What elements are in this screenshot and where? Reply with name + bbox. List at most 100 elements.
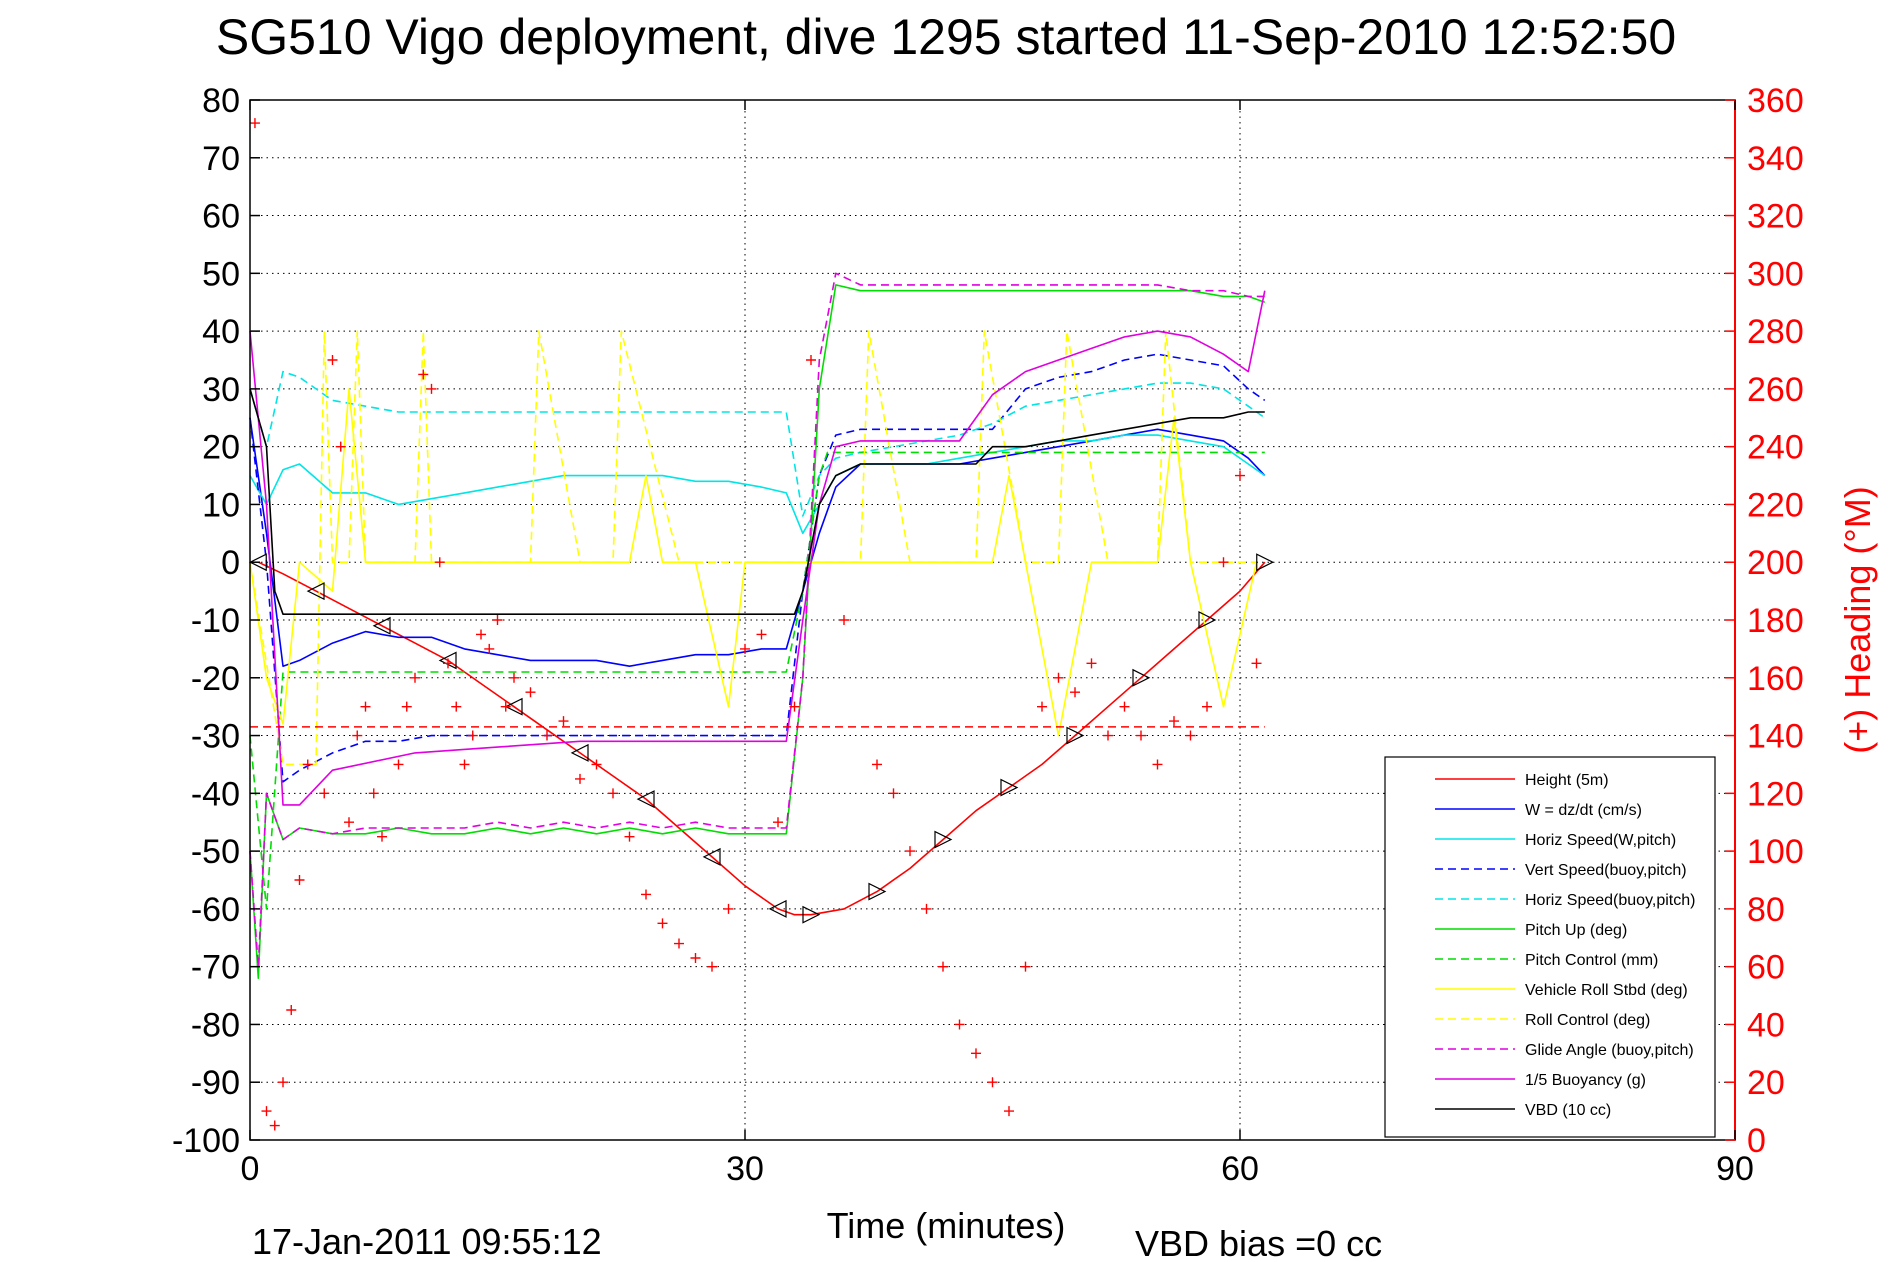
x-tick-label: 90 xyxy=(1716,1150,1754,1188)
heading-point xyxy=(641,889,651,900)
y-right-tick-label: 360 xyxy=(1747,82,1804,120)
y-axis-right: 0 20 40 60 80 100 120 140 160 180 200 220 240 260 280 3… xyxy=(1725,82,1804,1160)
x-axis-label: Time (minutes) xyxy=(827,1205,1066,1246)
y-tick-label: -90 xyxy=(191,1064,240,1102)
y-tick-label: -10 xyxy=(191,602,240,640)
height-triangle-marker xyxy=(1066,726,1085,745)
legend-entry: 1/5 Buoyancy (g) xyxy=(1525,1072,1646,1089)
heading-point xyxy=(327,355,338,365)
series-line-7 xyxy=(249,388,1258,737)
heading-point xyxy=(773,817,783,828)
heading-point xyxy=(1136,730,1146,741)
heading-point xyxy=(451,701,462,712)
height-triangle-marker xyxy=(306,582,325,601)
heading-point xyxy=(1185,730,1196,741)
y-tick-label: 40 xyxy=(202,313,240,351)
heading-point xyxy=(905,846,915,857)
y-tick-label: 60 xyxy=(202,198,240,236)
y-tick-label: 50 xyxy=(202,255,240,293)
heading-point xyxy=(624,831,635,842)
heading-point xyxy=(674,938,684,949)
y-right-tick-label: 200 xyxy=(1747,544,1804,582)
y-right-tick-label: 220 xyxy=(1747,486,1804,524)
heading-point xyxy=(249,118,260,129)
legend-entry: Roll Control (deg) xyxy=(1525,1012,1650,1029)
heading-point xyxy=(839,615,849,625)
legend-entry: Pitch Up (deg) xyxy=(1525,922,1627,939)
y-tick-label: 10 xyxy=(202,486,240,524)
series-line-11 xyxy=(249,388,1265,616)
y-right-tick-label: 160 xyxy=(1747,660,1804,698)
y-tick-label: -70 xyxy=(191,949,240,987)
legend-entry: Glide Angle (buoy,pitch) xyxy=(1525,1042,1694,1059)
heading-point xyxy=(1020,961,1031,972)
heading-point xyxy=(921,903,932,914)
y-tick-label: -30 xyxy=(191,718,240,756)
heading-point xyxy=(426,383,437,394)
heading-point xyxy=(344,817,354,828)
y-tick-label: -80 xyxy=(191,1006,240,1044)
height-triangle-marker xyxy=(868,882,887,901)
chart-title: SG510 Vigo deployment, dive 1295 started… xyxy=(216,9,1676,65)
legend-entry: VBD (10 cc) xyxy=(1525,1102,1611,1119)
height-triangle-marker xyxy=(504,697,523,716)
height-triangle-marker xyxy=(636,790,655,809)
heading-point xyxy=(484,643,495,654)
footer-vbd-bias: VBD bias =0 cc xyxy=(1135,1223,1382,1262)
y-tick-label: -40 xyxy=(191,775,240,813)
heading-point xyxy=(591,759,602,770)
y-tick-label: -100 xyxy=(172,1122,240,1160)
heading-point xyxy=(756,629,767,640)
heading-point xyxy=(1053,672,1064,683)
y-tick-label: -60 xyxy=(191,891,240,929)
height-triangle-marker xyxy=(570,743,589,762)
height-triangle-marker xyxy=(1132,668,1151,687)
heading-point xyxy=(500,701,511,712)
heading-point xyxy=(401,701,412,712)
y-axis-right-label: (+) Heading (°M) xyxy=(1837,486,1878,753)
heading-point xyxy=(410,672,420,683)
y-right-tick-label: 60 xyxy=(1747,949,1785,987)
heading-point xyxy=(938,961,948,972)
legend-entry: Pitch Control (mm) xyxy=(1525,952,1658,969)
y-right-tick-label: 0 xyxy=(1747,1122,1766,1160)
heading-point xyxy=(1169,716,1179,727)
heading-point xyxy=(377,831,387,842)
y-tick-label: -20 xyxy=(191,660,240,698)
heading-point xyxy=(525,687,536,698)
series-line-3 xyxy=(249,353,1266,783)
heading-point xyxy=(1103,730,1113,741)
series-line-6 xyxy=(249,451,1265,910)
x-tick-label: 60 xyxy=(1221,1150,1259,1188)
series-line-10 xyxy=(249,290,1266,806)
heading-point xyxy=(971,1048,981,1059)
y-tick-label: 70 xyxy=(202,140,240,178)
heading-point xyxy=(1152,759,1163,770)
y-right-tick-label: 40 xyxy=(1747,1006,1785,1044)
heading-point xyxy=(302,759,313,770)
heading-point xyxy=(393,759,404,770)
heading-point xyxy=(335,441,346,452)
y-right-tick-label: 140 xyxy=(1747,718,1804,756)
y-tick-label: 30 xyxy=(202,371,240,409)
y-right-tick-label: 260 xyxy=(1747,371,1804,409)
legend-entry: Vert Speed(buoy,pitch) xyxy=(1525,862,1687,879)
heading-point xyxy=(558,716,569,727)
heading-point xyxy=(542,730,552,741)
heading-point xyxy=(269,1120,280,1131)
heading-point xyxy=(723,903,734,914)
legend-entry: Height (5m) xyxy=(1525,772,1609,789)
series-line-8 xyxy=(249,330,1257,766)
heading-point xyxy=(1251,658,1262,669)
heading-point xyxy=(509,672,519,683)
heading-points xyxy=(249,118,1262,1131)
series-line-1 xyxy=(249,417,1266,668)
y-right-tick-label: 100 xyxy=(1747,833,1804,871)
y-right-tick-label: 300 xyxy=(1747,255,1804,293)
legend-box xyxy=(1384,756,1716,1138)
y-tick-label: 0 xyxy=(221,544,240,582)
heading-point xyxy=(888,788,899,799)
heading-point xyxy=(278,1077,288,1088)
heading-point xyxy=(476,629,486,640)
